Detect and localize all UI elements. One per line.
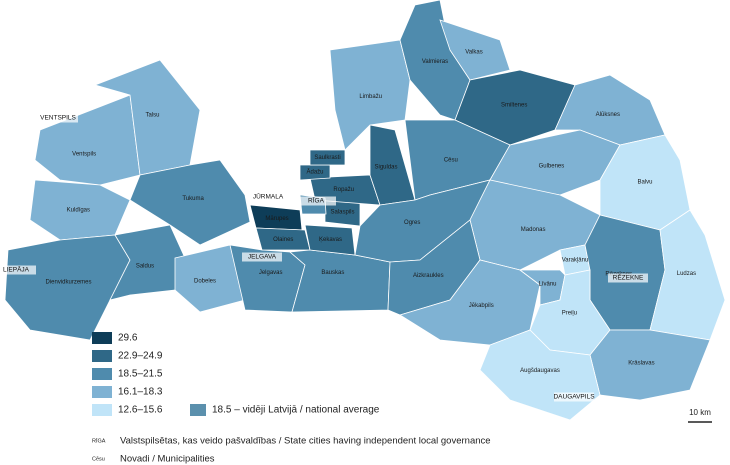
city-box xyxy=(0,265,36,275)
note-key: Cēsu xyxy=(92,456,105,462)
region xyxy=(34,94,141,186)
region-label: Ādažu xyxy=(306,169,323,176)
region xyxy=(4,234,131,341)
note-text: Novadi / Municipalities xyxy=(120,454,215,465)
region xyxy=(109,224,186,301)
region-label: Balvu xyxy=(637,180,652,186)
region xyxy=(309,149,346,166)
regions xyxy=(4,0,726,421)
region xyxy=(439,19,511,81)
scale-label: 10 km xyxy=(689,408,711,417)
legend-label: 12.6–15.6 xyxy=(118,405,163,416)
region-label: Krāslavas xyxy=(628,360,654,366)
region-label: Saulkrasti xyxy=(314,155,340,161)
region-label: Ķekavas xyxy=(319,237,342,243)
region-label: Ludzas xyxy=(677,271,696,277)
note-text: Valstspilsētas, kas veido pašvaldības / … xyxy=(120,436,491,447)
region xyxy=(649,209,726,341)
region-label: Smiltenes xyxy=(501,103,527,109)
region-label: Ogres xyxy=(404,220,420,226)
city-label: JŪRMALA xyxy=(253,193,284,201)
city-label: RĪGA xyxy=(308,197,325,205)
region-label: Salaspils xyxy=(330,210,354,216)
region-label: Alūksnes xyxy=(596,112,620,118)
city-box xyxy=(38,113,78,123)
region-label: Līvānu xyxy=(538,282,556,288)
legend-label: 18.5–21.5 xyxy=(118,369,163,380)
city-label: JELGAVA xyxy=(248,254,277,261)
labels: Ventspils Talsu Kuldīgas Dienvidkurzemes Sal… xyxy=(0,50,696,402)
region-label: Jēkabpils xyxy=(469,303,494,309)
city-box xyxy=(554,392,594,402)
city-label: VENTSPILS xyxy=(40,115,76,122)
region-label: Dienvidkurzemes xyxy=(45,279,91,285)
legend-swatch xyxy=(92,404,112,416)
region-label: Preiļu xyxy=(562,310,577,316)
note-key: RĪGA xyxy=(92,437,106,444)
legend-label: 22.9–24.9 xyxy=(118,351,163,362)
region-label: Bauskas xyxy=(321,270,344,276)
region-label: Limbažu xyxy=(359,94,382,100)
region-label: Talsu xyxy=(145,113,159,119)
region-label: Augšdaugavas xyxy=(520,368,560,374)
legend-label: 16.1–18.3 xyxy=(118,387,163,398)
region xyxy=(174,244,246,313)
city-box xyxy=(608,273,648,283)
legend-label: 29.6 xyxy=(118,333,138,344)
region-label: Jelgavas xyxy=(259,270,283,276)
legend-swatch xyxy=(92,350,112,362)
city-box xyxy=(248,192,288,202)
average-swatch xyxy=(190,404,206,416)
region-label: Saldus xyxy=(136,264,154,270)
region-label: Siguldas xyxy=(374,165,397,171)
region-label: Tukuma xyxy=(182,196,204,202)
region-label: Cēsu xyxy=(444,158,458,164)
city-label: DAUGAVPILS xyxy=(553,394,595,401)
legend-swatch xyxy=(92,386,112,398)
city-box xyxy=(296,196,336,206)
region-label: Olaines xyxy=(273,237,293,243)
region-label: Mārupes xyxy=(265,216,288,222)
region-label: Dobeles xyxy=(194,279,216,285)
region-label: Ventspils xyxy=(72,152,96,158)
region-label: Valmieras xyxy=(422,59,448,65)
city-label: LIEPĀJA xyxy=(3,266,30,274)
region-label: Aizkraukles xyxy=(413,273,444,279)
region-label: Ropažu xyxy=(333,187,354,193)
city-box xyxy=(242,252,282,262)
city-label: RĒZEKNE xyxy=(613,274,644,282)
region-label: Varakļānu xyxy=(562,258,589,264)
legend-swatch xyxy=(92,368,112,380)
legend-swatch xyxy=(92,332,112,344)
region-label: Valkas xyxy=(465,50,483,56)
region xyxy=(589,329,711,401)
region-label: Gulbenes xyxy=(539,163,565,169)
region-label: Madonas xyxy=(521,227,546,233)
region-label: Kuldīgas xyxy=(67,208,90,214)
average-label: 18.5 – vidēji Latvijā / national average xyxy=(212,405,380,416)
region xyxy=(129,159,251,246)
legend: 29.6 22.9–24.9 18.5–21.5 16.1–18.3 12.6–15.6… xyxy=(92,332,491,465)
